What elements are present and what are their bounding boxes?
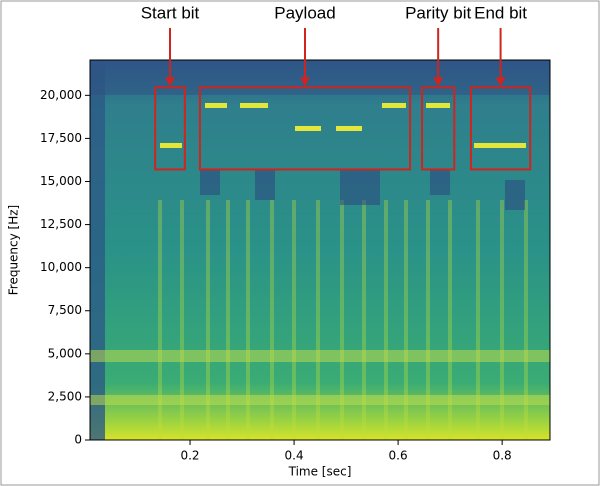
x-tick-label: 0.4 [285, 449, 304, 463]
annotation-label: Parity bit [405, 3, 471, 22]
arrow-head [495, 77, 506, 87]
arrow-head [299, 77, 310, 87]
x-axis-label: Time [sec] [288, 465, 352, 479]
annotation-box [198, 86, 412, 171]
x-tick-label: 0.6 [389, 449, 408, 463]
annotation-box [469, 86, 532, 171]
y-tick-label: 15,000 [40, 174, 82, 188]
y-tick-label: 10,000 [40, 260, 82, 274]
annotation-label: Start bit [141, 3, 200, 22]
spectrogram [90, 60, 550, 440]
y-tick-label: 20,000 [40, 88, 82, 102]
annotation-label: Payload [274, 3, 335, 22]
plot-frame [89, 59, 551, 441]
y-tick-label: 12,500 [40, 217, 82, 231]
y-tick-label: 0 [74, 433, 82, 447]
arrow-head [433, 77, 444, 87]
y-tick-label: 17,500 [40, 131, 82, 145]
arrow-head [165, 77, 176, 87]
annotation-box [421, 86, 456, 171]
x-tick-label: 0.2 [180, 449, 199, 463]
annotation-box [154, 86, 186, 171]
y-tick-label: 5,000 [48, 346, 82, 360]
x-tick-label: 0.8 [493, 449, 512, 463]
y-tick-label: 7,500 [48, 303, 82, 317]
annotation-label: End bit [474, 3, 527, 22]
y-axis-label: Frequency [Hz] [7, 205, 21, 296]
y-tick-label: 2,500 [48, 389, 82, 403]
